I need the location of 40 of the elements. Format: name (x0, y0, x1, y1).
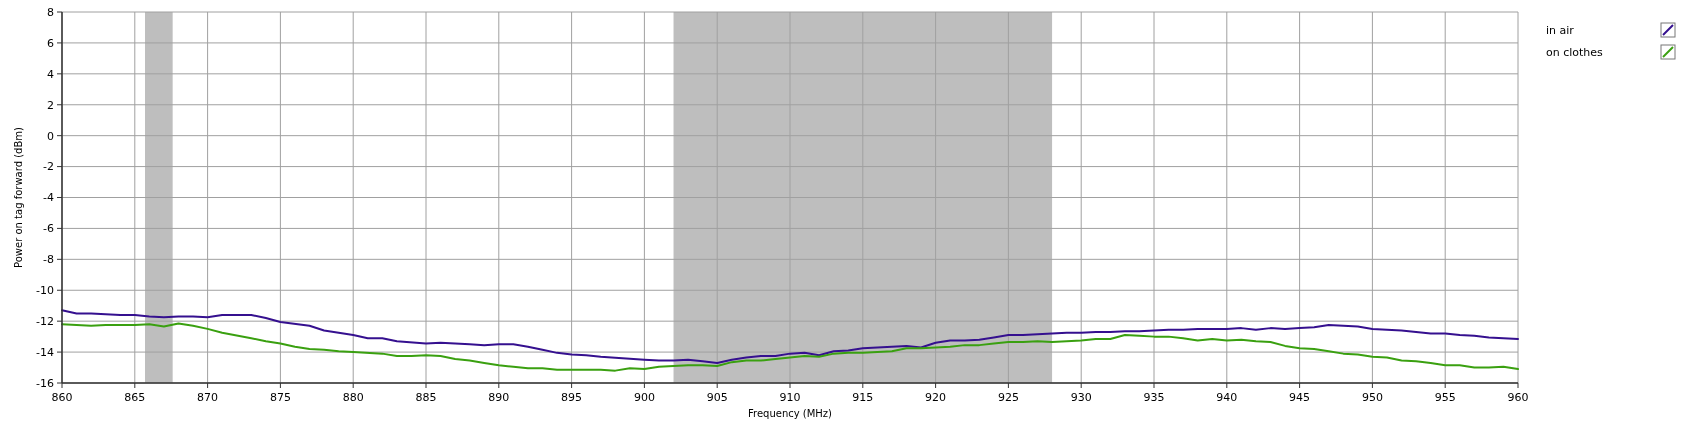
y-tick-label: -12 (36, 315, 54, 329)
x-tick-label: 880 (342, 391, 364, 404)
x-tick-label: 900 (633, 391, 655, 404)
x-tick-label: 870 (197, 391, 219, 404)
x-tick-label: 945 (1289, 391, 1311, 404)
x-tick-label: 935 (1143, 391, 1165, 404)
x-tick-label: 960 (1507, 391, 1529, 404)
text: on clothes (1546, 46, 1604, 59)
x-tick-label: 925 (997, 391, 1019, 404)
x-tick-label: 950 (1361, 391, 1383, 404)
x-tick-label: 915 (852, 391, 874, 404)
y-tick-label: -6 (43, 222, 54, 236)
y-tick-label: -16 (36, 376, 54, 390)
x-tick-label: 860 (51, 391, 73, 404)
y-tick-label: -4 (43, 191, 54, 205)
y-tick-label: 0 (47, 129, 54, 143)
text: in air (1546, 24, 1575, 37)
x-tick-label: 940 (1216, 391, 1238, 404)
x-tick-label: 875 (269, 391, 291, 404)
x-tick-label: 955 (1434, 391, 1456, 404)
y-tick-label: 4 (47, 67, 54, 81)
x-tick-label: 895 (561, 391, 583, 404)
y-tick-label: 8 (47, 5, 54, 19)
y-tick-label: 2 (47, 98, 54, 112)
x-axis-title: Frequency (MHz) (747, 408, 833, 419)
x-tick-label: 890 (488, 391, 510, 404)
line-series (61, 322, 1519, 372)
y-tick-label: -8 (43, 253, 54, 267)
x-tick-label: 930 (1070, 391, 1092, 404)
y-tick-label: -2 (43, 160, 54, 174)
y-axis-title: Power on tag forward (dBm) (13, 126, 24, 268)
y-tick-label: -14 (36, 345, 54, 359)
x-tick-label: 885 (415, 391, 437, 404)
y-tick-label: -10 (36, 284, 54, 298)
x-tick-label: 920 (925, 391, 947, 404)
line-series (61, 309, 1519, 364)
x-tick-label: 905 (706, 391, 728, 404)
x-tick-label: 865 (124, 391, 146, 404)
x-tick-label: 910 (779, 391, 801, 404)
y-tick-label: 6 (47, 36, 54, 50)
